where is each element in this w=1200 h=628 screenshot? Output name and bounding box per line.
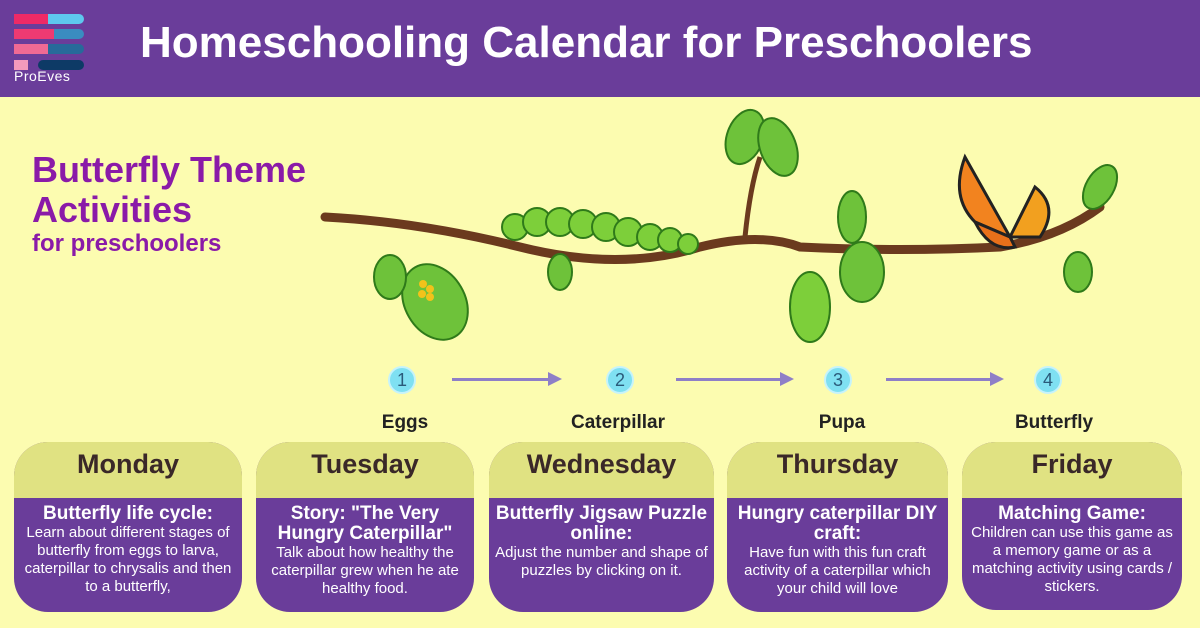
theme-line-2: Activities [32,189,193,230]
day-card-monday: Monday Butterfly life cycle: Learn about … [14,442,242,612]
stage-label: Caterpillar [571,412,665,433]
day-title: Thursday [727,442,948,498]
day-card-thursday: Thursday Hungry caterpillar DIY craft: Ha… [727,442,948,612]
stage-label: Butterfly [1014,412,1094,433]
theme-line-3: for preschoolers [32,230,222,257]
day-title: Wednesday [489,442,714,498]
life-cycle-illustration [320,108,1119,343]
activity-text: Talk about how healthy the caterpillar g… [271,544,459,597]
chrysalis-icon [789,271,831,343]
caterpillar-icon [501,207,699,255]
day-card-tuesday: Tuesday Story: "The Very Hungry Caterpil… [256,442,474,612]
activity-heading: Butterfly life cycle: [43,503,213,524]
eggs-icon [418,280,434,301]
arrow-icon [452,372,562,386]
day-card-friday: Friday Matching Game: Children can use th… [962,442,1182,610]
theme-heading: Butterfly Theme Activities for preschool… [32,150,306,258]
activity-text: Learn about different stages of butterfl… [24,524,232,595]
logo-text: ProEves [14,68,71,84]
step-3: 3 [824,366,852,394]
leaf-icon [373,108,1119,341]
activity-text: Children can use this game as a memory g… [971,524,1173,595]
stage-label: Pupa [818,412,866,433]
day-card-wednesday: Wednesday Butterfly Jigsaw Puzzle online… [489,442,714,612]
day-title: Monday [14,442,242,498]
proeves-logo [14,14,84,70]
step-1: 1 [388,366,416,394]
activity-text: Adjust the number and shape of puzzles b… [495,544,708,579]
activity-heading: Hungry caterpillar DIY craft: [737,503,938,544]
stage-label: Eggs [381,412,429,433]
activity-heading: Matching Game: [998,503,1146,524]
step-2: 2 [606,366,634,394]
theme-line-1: Butterfly Theme [32,149,307,190]
header: ProEves Homeschooling Calendar for Presc… [0,0,1200,97]
activity-text: Have fun with this fun craft activity of… [744,544,931,597]
arrow-icon [676,372,794,386]
butterfly-icon [957,153,1051,250]
activity-heading: Story: "The Very Hungry Caterpillar" [277,503,453,544]
day-title: Tuesday [256,442,474,498]
page-title: Homeschooling Calendar for Preschoolers [140,18,1033,67]
activity-heading: Butterfly Jigsaw Puzzle online: [495,503,708,544]
arrow-icon [886,372,1004,386]
step-4: 4 [1034,366,1062,394]
day-title: Friday [962,442,1182,498]
